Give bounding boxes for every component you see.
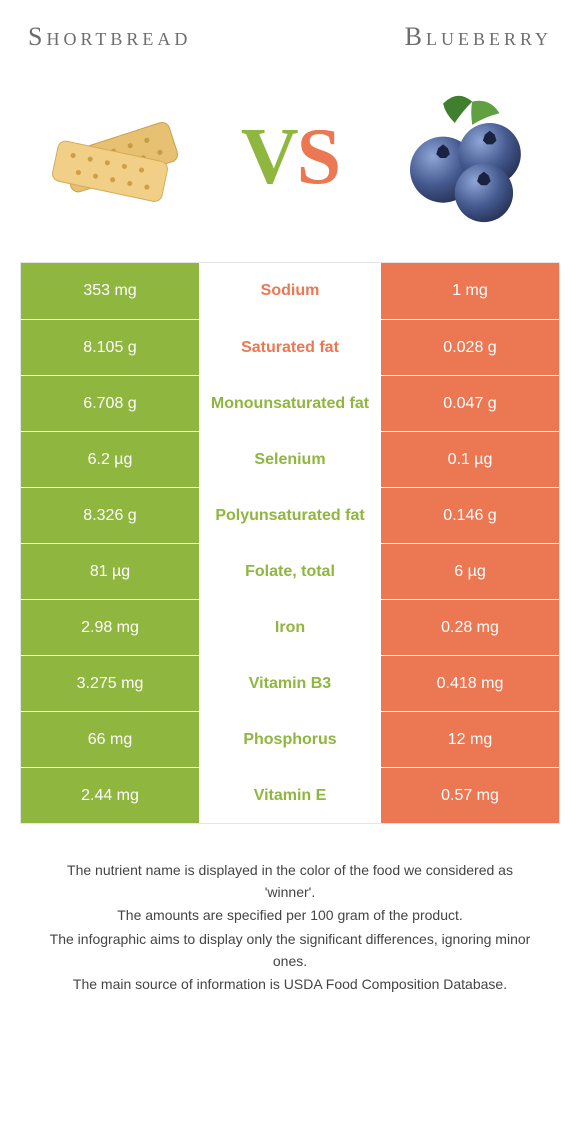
left-title: Shortbread <box>28 22 191 52</box>
nutrient-label: Iron <box>199 600 381 655</box>
nutrient-table: 353 mgSodium1 mg8.105 gSaturated fat0.02… <box>20 262 560 824</box>
footnote-line: The main source of information is USDA F… <box>40 974 540 996</box>
table-row: 81 µgFolate, total6 µg <box>21 543 559 599</box>
right-value: 6 µg <box>381 544 559 599</box>
left-value: 2.98 mg <box>21 600 199 655</box>
left-value: 81 µg <box>21 544 199 599</box>
nutrient-label: Monounsaturated fat <box>199 376 381 431</box>
table-row: 2.44 mgVitamin E0.57 mg <box>21 767 559 823</box>
left-value: 6.708 g <box>21 376 199 431</box>
right-value: 1 mg <box>381 263 559 319</box>
nutrient-label: Folate, total <box>199 544 381 599</box>
footnote-line: The infographic aims to display only the… <box>40 929 540 972</box>
left-value: 66 mg <box>21 712 199 767</box>
vs-label: VS <box>241 112 339 203</box>
table-row: 6.2 µgSelenium0.1 µg <box>21 431 559 487</box>
right-value: 0.418 mg <box>381 656 559 711</box>
vs-v: V <box>241 112 297 203</box>
left-value: 6.2 µg <box>21 432 199 487</box>
nutrient-label: Polyunsaturated fat <box>199 488 381 543</box>
right-value: 0.1 µg <box>381 432 559 487</box>
right-value: 0.047 g <box>381 376 559 431</box>
left-value: 8.105 g <box>21 320 199 375</box>
shortbread-image <box>30 82 205 232</box>
right-value: 0.146 g <box>381 488 559 543</box>
left-value: 3.275 mg <box>21 656 199 711</box>
footnote-line: The nutrient name is displayed in the co… <box>40 860 540 903</box>
table-row: 8.105 gSaturated fat0.028 g <box>21 319 559 375</box>
footnotes: The nutrient name is displayed in the co… <box>20 824 560 996</box>
right-value: 0.57 mg <box>381 768 559 823</box>
footnote-line: The amounts are specified per 100 gram o… <box>40 905 540 927</box>
left-value: 8.326 g <box>21 488 199 543</box>
left-value: 353 mg <box>21 263 199 319</box>
table-row: 8.326 gPolyunsaturated fat0.146 g <box>21 487 559 543</box>
hero-row: VS <box>20 62 560 262</box>
right-value: 12 mg <box>381 712 559 767</box>
table-row: 353 mgSodium1 mg <box>21 263 559 319</box>
right-value: 0.028 g <box>381 320 559 375</box>
table-row: 2.98 mgIron0.28 mg <box>21 599 559 655</box>
nutrient-label: Sodium <box>199 263 381 319</box>
right-title: Blueberry <box>405 22 552 52</box>
table-row: 3.275 mgVitamin B30.418 mg <box>21 655 559 711</box>
nutrient-label: Vitamin E <box>199 768 381 823</box>
nutrient-label: Phosphorus <box>199 712 381 767</box>
blueberry-image <box>375 82 550 232</box>
right-value: 0.28 mg <box>381 600 559 655</box>
table-row: 6.708 gMonounsaturated fat0.047 g <box>21 375 559 431</box>
comparison-titles: Shortbread Blueberry <box>20 22 560 62</box>
vs-s: S <box>297 112 340 203</box>
left-value: 2.44 mg <box>21 768 199 823</box>
nutrient-label: Selenium <box>199 432 381 487</box>
table-row: 66 mgPhosphorus12 mg <box>21 711 559 767</box>
nutrient-label: Vitamin B3 <box>199 656 381 711</box>
nutrient-label: Saturated fat <box>199 320 381 375</box>
